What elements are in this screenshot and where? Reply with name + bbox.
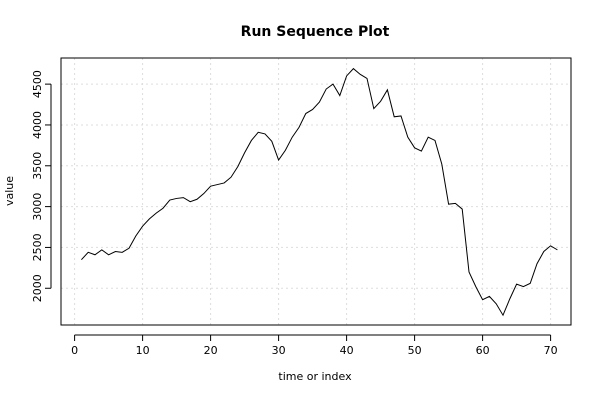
y-tick-label: 3000 — [31, 193, 44, 221]
x-tick-label: 40 — [340, 344, 354, 357]
series-line — [81, 67, 558, 317]
x-tick-label: 30 — [272, 344, 286, 357]
y-tick-label: 3500 — [31, 152, 44, 180]
chart-title: Run Sequence Plot — [241, 24, 390, 40]
x-tick-label: 70 — [544, 344, 558, 357]
x-tick-label: 60 — [476, 344, 490, 357]
y-axis-label: value — [3, 176, 16, 206]
plot-frame — [60, 57, 572, 326]
grid-layer — [61, 58, 571, 325]
x-tick-label: 0 — [71, 344, 78, 357]
x-axis-label: time or index — [278, 370, 352, 383]
x-tick-label: 10 — [136, 344, 150, 357]
y-axis: 2000 2500 3000 3500 4000 4500 — [31, 70, 52, 302]
x-axis: 0 10 20 30 40 50 60 70 — [71, 334, 558, 357]
y-tick-label: 2500 — [31, 233, 44, 261]
x-tick-label: 50 — [408, 344, 422, 357]
x-tick-label: 20 — [204, 344, 218, 357]
y-tick-label: 4500 — [31, 70, 44, 98]
y-tick-label: 2000 — [31, 274, 44, 302]
y-tick-label: 4000 — [31, 111, 44, 139]
